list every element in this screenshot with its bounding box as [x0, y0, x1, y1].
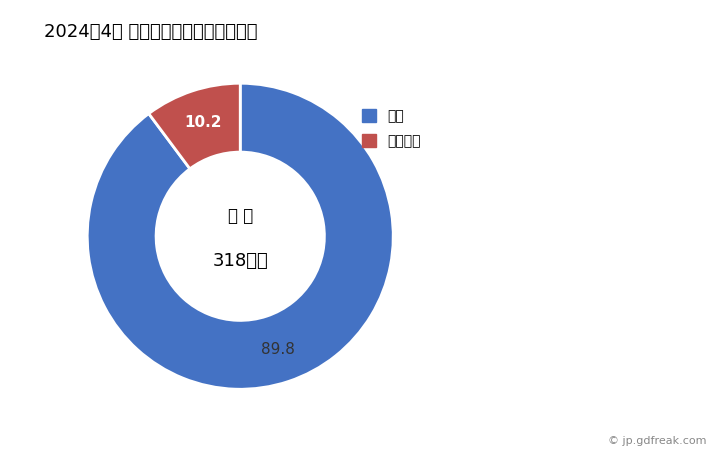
Text: 総 额: 総 额: [228, 207, 253, 225]
Wedge shape: [149, 83, 240, 169]
Text: 89.8: 89.8: [261, 342, 295, 357]
Text: © jp.gdfreak.com: © jp.gdfreak.com: [608, 436, 706, 446]
Text: 10.2: 10.2: [184, 116, 221, 130]
Text: 2024年4月 輸出相手国のシェア（％）: 2024年4月 輸出相手国のシェア（％）: [44, 22, 257, 40]
Text: 318万円: 318万円: [213, 252, 268, 270]
Wedge shape: [87, 83, 393, 389]
Legend: 中国, ベトナム: 中国, ベトナム: [362, 109, 421, 148]
